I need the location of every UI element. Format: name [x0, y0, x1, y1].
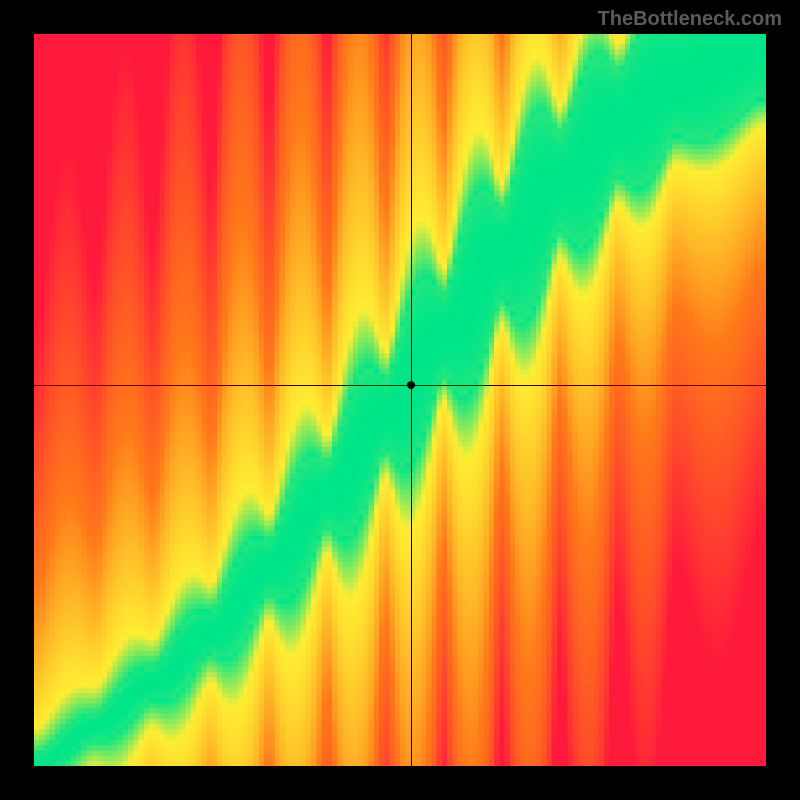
heatmap-canvas — [34, 34, 766, 766]
crosshair-marker — [407, 381, 415, 389]
crosshair-horizontal — [34, 385, 766, 386]
plot-area — [34, 34, 766, 766]
crosshair-vertical — [411, 34, 412, 766]
watermark-text: TheBottleneck.com — [598, 8, 782, 31]
